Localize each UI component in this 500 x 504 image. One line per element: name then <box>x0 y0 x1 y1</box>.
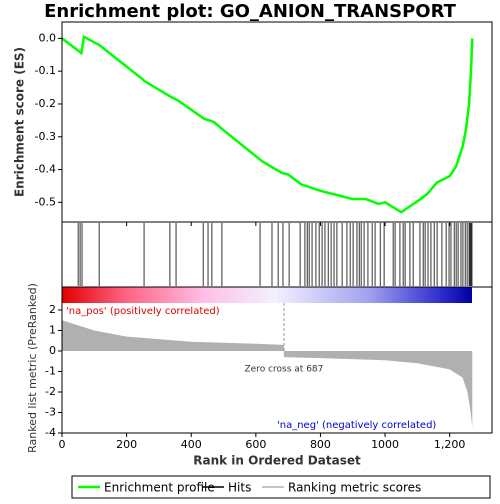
metric-tick-label: -3 <box>45 405 56 418</box>
x-tick-label: 400 <box>181 438 202 451</box>
es-tick-label: -0.2 <box>35 97 56 110</box>
es-tick-label: -0.4 <box>35 163 56 176</box>
metric-tick-label: -2 <box>45 385 56 398</box>
metric-tick-label: 2 <box>49 303 56 316</box>
legend-label: Hits <box>228 481 251 495</box>
es-line <box>61 34 474 214</box>
zero-cross-label: Zero cross at 687 <box>245 365 324 375</box>
x-tick-label: 200 <box>116 438 137 451</box>
metric-frame <box>61 286 493 434</box>
x-tick-label: 0 <box>59 438 66 451</box>
x-tick-label: 800 <box>310 438 331 451</box>
x-axis-label: Rank in Ordered Dataset <box>193 454 361 468</box>
metric-tick-label: 0 <box>49 344 56 357</box>
x-tick-label: 600 <box>245 438 266 451</box>
pos-label: 'na_pos' (positively correlated) <box>66 306 220 317</box>
es-axis-label: Enrichment score (ES) <box>13 47 27 197</box>
es-tick-label: -0.5 <box>35 195 56 208</box>
metric-area <box>62 320 473 427</box>
metric-tick-label: 1 <box>49 323 56 336</box>
metric-axis-label: Ranked list metric (PreRanked) <box>26 283 39 453</box>
x-tick-label: 1,200 <box>434 438 466 451</box>
color-bar <box>62 287 472 303</box>
es-tick-label: 0.0 <box>39 31 57 44</box>
legend-label: Enrichment profile <box>104 481 215 495</box>
neg-label: 'na_neg' (negatively correlated) <box>277 420 436 431</box>
metric-tick-label: -4 <box>45 426 56 439</box>
metric-tick-label: -1 <box>45 364 56 377</box>
es-tick-label: -0.3 <box>35 130 56 143</box>
legend-label: Ranking metric scores <box>288 481 421 495</box>
es-tick-label: -0.1 <box>35 64 56 77</box>
x-tick-label: 1000 <box>371 438 399 451</box>
chart-title: Enrichment plot: GO_ANION_TRANSPORT <box>44 1 457 22</box>
